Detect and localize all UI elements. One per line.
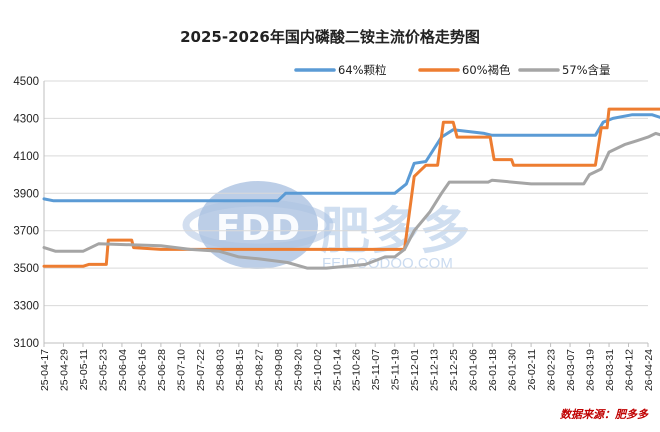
- series-lines: [42, 107, 660, 270]
- chart-title: 2025-2026年国内磷酸二铵主流价格走势图: [180, 28, 480, 46]
- legend-label-2: 57%含量: [562, 63, 611, 77]
- y-axis-ticks: 3100 3300 3500 3700 3900 4100 4300 4500: [13, 76, 39, 350]
- x-tick-label-25-09-20: 25-09-20: [292, 349, 304, 391]
- x-tick-label-26-03-07: 26-03-07: [565, 349, 577, 391]
- y-tick-label-4500: 4500: [13, 76, 39, 88]
- x-tick-label-25-08-27: 25-08-27: [253, 349, 265, 391]
- watermark-brand: FDD: [216, 208, 300, 249]
- x-tick-label-26-03-31: 26-03-31: [604, 349, 616, 391]
- x-tick-label-25-09-08: 25-09-08: [273, 349, 285, 391]
- x-tick-label-25-07-22: 25-07-22: [195, 349, 207, 391]
- x-tick-label-25-08-03: 25-08-03: [214, 349, 226, 391]
- x-tick-label-26-04-24: 26-04-24: [643, 349, 655, 391]
- x-tick-label-26-02-11: 26-02-11: [526, 349, 538, 390]
- x-tick-label-25-04-17: 25-04-17: [39, 349, 51, 391]
- y-tick-label-4100: 4100: [13, 151, 39, 163]
- y-tick-label-3900: 3900: [13, 188, 39, 200]
- x-tick-label-26-02-23: 26-02-23: [546, 349, 558, 391]
- x-tick-label-25-06-16: 25-06-16: [136, 349, 148, 391]
- legend-label-0: 64%颗粒: [338, 63, 387, 77]
- x-tick-label-25-06-28: 25-06-28: [156, 349, 168, 391]
- x-tick-label-26-03-19: 26-03-19: [585, 349, 597, 391]
- x-tick-label-25-08-15: 25-08-15: [234, 349, 246, 391]
- series-line-0: [42, 113, 660, 203]
- x-tick-label-25-07-10: 25-07-10: [175, 349, 187, 391]
- source-note: 数据来源：肥多多: [560, 408, 649, 421]
- x-tick-label-25-10-14: 25-10-14: [331, 349, 343, 391]
- y-tick-label-3700: 3700: [13, 226, 39, 238]
- x-tick-label-26-01-30: 26-01-30: [507, 349, 519, 391]
- x-tick-label-25-05-11: 25-05-11: [78, 349, 90, 390]
- y-tick-label-3500: 3500: [13, 263, 39, 275]
- x-axis-ticks: 25-04-17 25-04-29 25-05-11 25-05-23 25-06-04…: [39, 343, 655, 391]
- series-line-2: [42, 131, 660, 270]
- y-tick-label-4300: 4300: [13, 113, 39, 125]
- x-tick-label-25-06-04: 25-06-04: [117, 349, 129, 391]
- x-tick-label-25-10-26: 25-10-26: [351, 349, 363, 391]
- x-tick-label-25-11-19: 25-11-19: [390, 349, 402, 390]
- x-tick-label-25-12-01: 25-12-01: [409, 349, 421, 391]
- x-tick-label-25-12-13: 25-12-13: [429, 349, 441, 391]
- x-tick-label-26-01-18: 26-01-18: [487, 349, 499, 391]
- legend-label-1: 60%褐色: [462, 63, 511, 77]
- watermark-globe-ring: [182, 199, 334, 251]
- x-tick-label-25-05-23: 25-05-23: [97, 349, 109, 391]
- axes: [43, 81, 648, 344]
- x-tick-label-26-04-12: 26-04-12: [624, 349, 636, 391]
- series-line-1: [42, 107, 660, 268]
- x-tick-label-26-01-06: 26-01-06: [468, 349, 480, 391]
- x-tick-label-25-11-07: 25-11-07: [370, 349, 382, 390]
- watermark-globe-icon: [198, 181, 318, 269]
- x-tick-label-25-10-02: 25-10-02: [312, 349, 324, 391]
- x-tick-label-25-04-29: 25-04-29: [58, 349, 70, 391]
- x-tick-label-25-12-25: 25-12-25: [448, 349, 460, 391]
- y-tick-label-3300: 3300: [13, 301, 39, 313]
- y-tick-label-3100: 3100: [13, 338, 39, 350]
- legend: 64%颗粒 60%褐色 57%含量: [294, 63, 611, 77]
